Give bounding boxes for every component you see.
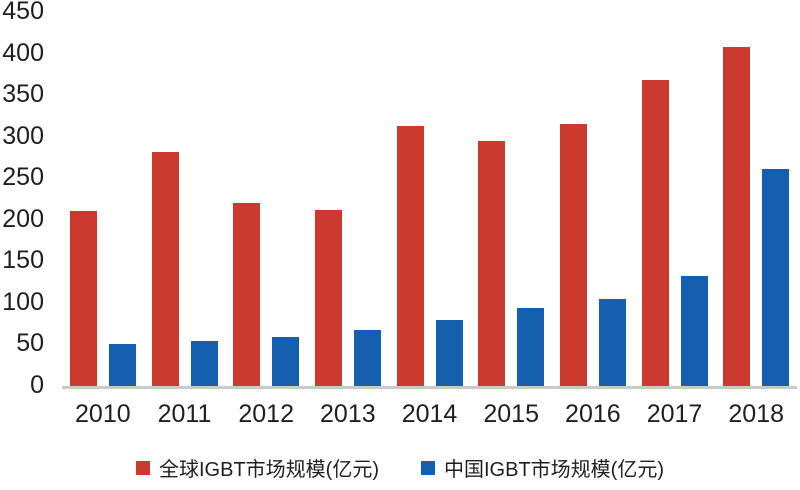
- y-tick-label: 0: [30, 370, 44, 399]
- bar-group-2011: [144, 12, 226, 386]
- x-tick-label: 2015: [483, 400, 539, 428]
- bar-series0-2013: [314, 209, 342, 386]
- bar-series1-2016: [598, 298, 626, 386]
- plot-area: [62, 12, 797, 389]
- legend-swatch-icon: [421, 460, 435, 475]
- legend-label: 中国IGBT市场规模(亿元): [444, 459, 664, 481]
- legend-swatch-icon: [136, 460, 150, 475]
- bar-group-2010: [62, 12, 144, 386]
- bar-series0-2012: [233, 203, 261, 386]
- y-tick-label: 200: [2, 204, 44, 233]
- bar-series1-2011: [190, 341, 218, 386]
- bar-series0-2015: [478, 140, 506, 386]
- bar-series0-2011: [151, 151, 179, 386]
- bar-series1-2010: [108, 344, 136, 386]
- legend-label: 全球IGBT市场规模(亿元): [159, 459, 379, 481]
- bar-group-2018: [715, 12, 797, 386]
- y-tick-label: 250: [2, 163, 44, 192]
- x-tick-label: 2011: [157, 400, 212, 428]
- bar-series0-2017: [641, 80, 669, 386]
- bar-series1-2018: [762, 169, 790, 386]
- y-tick-label: 100: [2, 287, 44, 316]
- x-axis: 2010 2011 2012 2013 2014 2015 2016 2017 2018: [62, 400, 797, 429]
- bar-group-2015: [470, 12, 552, 386]
- y-axis: 450 400 350 300 250 200 150 100 50 0: [0, 0, 48, 399]
- x-tick-label: 2018: [728, 400, 785, 428]
- bar-series1-2015: [517, 307, 545, 386]
- bar-series1-2014: [435, 319, 463, 386]
- x-tick-label: 2014: [401, 400, 458, 428]
- x-tick-label: 2012: [238, 400, 294, 428]
- legend-item-series1: 中国IGBT市场规模(亿元): [421, 453, 664, 482]
- x-tick-label: 2017: [646, 400, 703, 428]
- bar-series0-2018: [723, 46, 751, 386]
- y-tick-label: 400: [2, 38, 44, 67]
- bar-series1-2017: [680, 276, 708, 386]
- legend-item-series0: 全球IGBT市场规模(亿元): [136, 453, 379, 482]
- x-tick-label: 2013: [320, 400, 376, 428]
- bar-groups: [62, 12, 797, 386]
- bar-series1-2013: [353, 329, 381, 386]
- bar-series0-2016: [559, 124, 587, 386]
- y-tick-label: 150: [2, 246, 44, 275]
- y-tick-label: 350: [2, 80, 44, 109]
- bar-series0-2014: [396, 125, 424, 386]
- bar-group-2016: [552, 12, 634, 386]
- bar-group-2012: [225, 12, 307, 386]
- bar-group-2014: [389, 12, 471, 386]
- bar-group-2017: [634, 12, 716, 386]
- y-tick-label: 50: [16, 329, 44, 358]
- x-tick-label: 2016: [565, 400, 621, 428]
- x-tick-label: 2010: [75, 400, 131, 428]
- bar-group-2013: [307, 12, 389, 386]
- bar-series0-2010: [69, 211, 97, 386]
- bar-series1-2012: [272, 336, 300, 386]
- y-tick-label: 300: [2, 121, 44, 150]
- y-tick-label: 450: [2, 0, 44, 25]
- legend: 全球IGBT市场规模(亿元) 中国IGBT市场规模(亿元): [0, 453, 800, 482]
